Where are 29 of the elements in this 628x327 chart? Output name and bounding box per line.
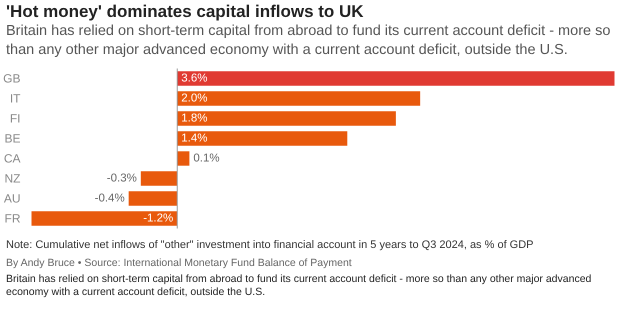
data-label: -0.4% xyxy=(94,192,125,204)
data-label: -0.3% xyxy=(106,172,137,184)
bar xyxy=(177,91,420,106)
y-tick-label: GB xyxy=(3,72,21,86)
text: Britain has relied on short-term capital from abroad to fund its current account deficit - more so than any other major advanced economy with a current account deficit, outside the U.S. xyxy=(6,272,592,300)
bar xyxy=(177,71,614,86)
y-tick-label: IT xyxy=(10,92,22,106)
data-label: 0.1% xyxy=(193,152,220,164)
y-tick-label: NZ xyxy=(4,172,21,186)
text: Note: Cumulative net inflows of "other" investment into financial account in 5 years to Q3 2024, as % of GDP xyxy=(6,238,534,253)
y-tick-label: FR xyxy=(4,212,21,226)
y-tick-label: AU xyxy=(4,192,20,206)
chart-subtitle: Britain has relied on short-term capital from abroad to fund its current account deficit - more so than any other major advanced economy with a current account deficit, outside the U.S. xyxy=(6,22,612,60)
bar xyxy=(177,111,396,126)
bar xyxy=(32,211,178,226)
data-label: 1.8% xyxy=(181,112,208,124)
bar xyxy=(128,191,178,206)
data-label: -1.2% xyxy=(143,212,174,224)
chart-title: 'Hot money' dominates capital inflows to UK xyxy=(6,1,364,23)
y-tick-label: BE xyxy=(4,132,21,146)
y-tick-label: FI xyxy=(10,112,21,126)
bar xyxy=(177,151,190,166)
data-label: 1.4% xyxy=(181,132,208,144)
text: By Andy Bruce • Source: International Monetary Fund Balance of Payment xyxy=(6,256,352,271)
y-tick-label: CA xyxy=(4,152,20,166)
bar xyxy=(140,171,178,186)
bar xyxy=(177,131,348,146)
data-label: 2.0% xyxy=(181,92,208,104)
data-label: 3.6% xyxy=(181,72,208,84)
